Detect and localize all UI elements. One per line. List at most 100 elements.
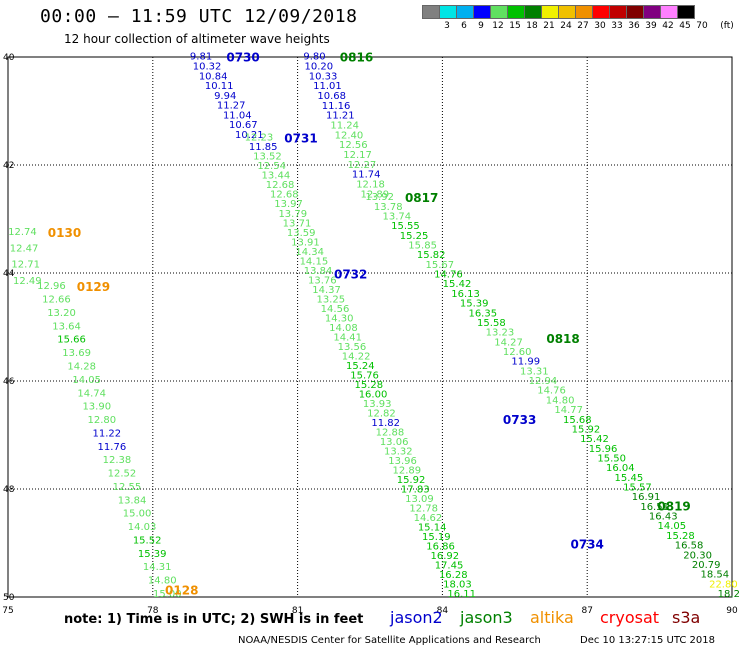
footer-note: note: 1) Time is in UTC; 2) SWH is in fe…: [64, 612, 364, 627]
satellite-legend-jason3: jason3: [460, 608, 513, 627]
wave-height-value: 12.89: [392, 465, 421, 476]
wave-height-value: 10.11: [205, 81, 234, 92]
satellite-legend-jason2: jason2: [390, 608, 443, 627]
wave-height-value: 14.56: [321, 304, 350, 315]
wave-height-value: 14.27: [494, 337, 523, 348]
credit-line: NOAA/NESDIS Center for Satellite Applica…: [238, 635, 541, 646]
wave-height-value: 12.88: [376, 427, 405, 438]
wave-height-value: 13.79: [278, 209, 307, 220]
lat-tick-label: 44: [3, 269, 15, 279]
wave-height-value: 10.32: [193, 61, 222, 72]
wave-height-value: 12.23: [245, 133, 274, 144]
pass-time-label: 0733: [503, 413, 536, 427]
wave-height-value: 20.79: [692, 560, 721, 571]
wave-height-value: 16.91: [632, 492, 661, 503]
lat-tick-label: 50: [3, 593, 15, 603]
wave-height-value: 15.28: [666, 531, 695, 542]
wave-height-value: 11.22: [93, 428, 122, 439]
wave-height-value: 18.54: [700, 570, 729, 581]
wave-height-value: 12.18: [356, 180, 385, 191]
lat-tick-label: 48: [3, 485, 15, 495]
map-frame: [7, 56, 733, 598]
wave-height-value: 12.27: [348, 160, 377, 171]
wave-height-value: 12.82: [367, 408, 396, 419]
wave-height-value: 13.31: [520, 366, 549, 377]
wave-height-value: 9.80: [303, 52, 325, 63]
color-scale-label: 27: [577, 21, 589, 31]
wave-height-value: 12.47: [10, 243, 39, 254]
color-scale-label: 36: [628, 21, 640, 31]
wave-height-value: 17.45: [435, 560, 464, 571]
wave-height-value: 13.74: [383, 211, 412, 222]
wave-height-value: 16.11: [447, 589, 476, 600]
lon-tick-label: 84: [437, 606, 449, 616]
wave-height-value: 16.51: [640, 502, 669, 513]
wave-height-value: 13.76: [308, 275, 337, 286]
wave-height-value: 15.42: [443, 279, 472, 290]
wave-height-value: 13.93: [363, 399, 392, 410]
wave-height-value: 11.24: [330, 121, 359, 132]
wave-height-value: 11.27: [217, 101, 246, 112]
wave-height-value: 15.66: [57, 335, 86, 346]
wave-height-value: 15.85: [408, 241, 437, 252]
pass-time-label: 0128: [165, 583, 198, 597]
lat-tick-label: 40: [3, 53, 15, 63]
wave-height-value: 13.59: [287, 228, 316, 239]
color-scale: [422, 5, 695, 19]
wave-height-value: 13.09: [405, 494, 434, 505]
wave-height-value: 15.00: [153, 589, 182, 600]
pass-time-label: 0734: [570, 537, 603, 551]
wave-height-value: 13.20: [47, 308, 76, 319]
wave-height-value: 13.92: [365, 192, 394, 203]
wave-height-value: 14.76: [537, 386, 566, 397]
wave-height-value: 14.08: [329, 323, 358, 334]
wave-height-value: 14.41: [333, 332, 362, 343]
wave-height-value: 14.62: [414, 513, 443, 524]
wave-height-value: 15.76: [350, 370, 379, 381]
wave-height-value: 12.71: [11, 260, 40, 271]
wave-height-value: 17.83: [401, 484, 430, 495]
color-scale-label: 3: [444, 21, 450, 31]
wave-height-value: 15.28: [354, 380, 383, 391]
wave-height-value: 15.45: [615, 473, 644, 484]
wave-height-value: 16.13: [451, 289, 480, 300]
satellite-legend-altika: altika: [530, 608, 574, 627]
wave-height-value: 13.23: [486, 328, 515, 339]
wave-height-value: 13.78: [374, 202, 403, 213]
wave-height-value: 16.58: [675, 541, 704, 552]
page-subtitle: 12 hour collection of altimeter wave hei…: [64, 32, 330, 46]
color-scale-label: 21: [543, 21, 555, 31]
wave-height-value: 10.84: [199, 71, 228, 82]
color-scale-label: 24: [560, 21, 572, 31]
wave-height-value: 14.28: [67, 361, 96, 372]
wave-height-value: 12.89: [361, 189, 390, 200]
wave-height-value: 11.74: [352, 170, 381, 181]
wave-height-value: 13.25: [316, 294, 345, 305]
wave-height-value: 11.01: [313, 81, 342, 92]
wave-height-value: 12.68: [266, 180, 295, 191]
wave-height-value: 13.90: [82, 402, 111, 413]
wave-height-value: 9.81: [190, 52, 212, 63]
wave-height-value: 15.55: [391, 221, 420, 232]
wave-height-value: 12.38: [103, 455, 132, 466]
color-scale-label: 33: [611, 21, 623, 31]
wave-height-value: 15.68: [563, 415, 592, 426]
wave-height-value: 14.31: [143, 562, 172, 573]
wave-height-value: 14.15: [300, 256, 329, 267]
wave-height-value: 16.28: [439, 570, 468, 581]
wave-height-value: 15.19: [422, 532, 451, 543]
wave-height-value: 15.57: [623, 483, 652, 494]
wave-height-value: 15.92: [572, 424, 601, 435]
wave-height-value: 16.00: [359, 389, 388, 400]
color-scale-labels: 3 6 9 12 15 18 21 24 27 30 33 36 39 42 45 70 (ft): [422, 21, 740, 33]
wave-height-value: 14.34: [295, 247, 324, 258]
color-scale-label: 15: [509, 21, 521, 31]
wave-height-value: 13.91: [291, 237, 320, 248]
satellite-legend-cryosat: cryosat: [600, 608, 660, 627]
pass-time-label: 0816: [340, 51, 373, 65]
wave-height-value: 16.35: [468, 308, 497, 319]
page-title: 00:00 – 11:59 UTC 12/09/2018: [40, 6, 358, 27]
lon-tick-label: 75: [2, 606, 13, 616]
wave-height-value: 10.21: [235, 130, 264, 141]
